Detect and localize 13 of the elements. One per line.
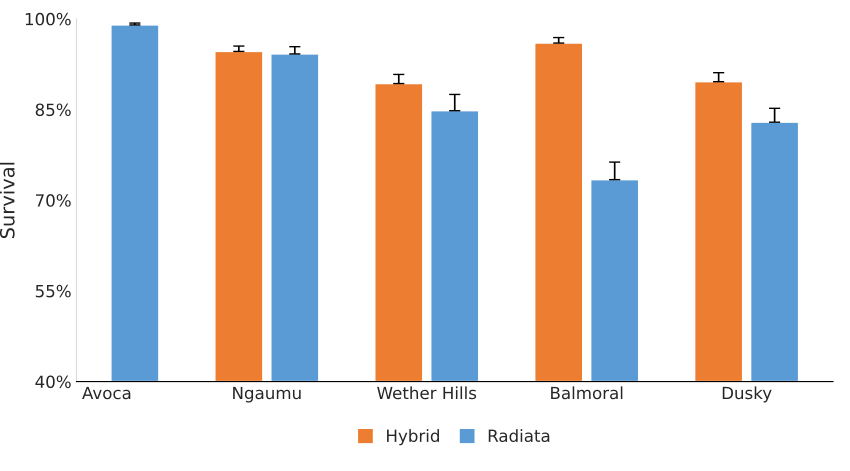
x-tick-label: Balmoral	[551, 386, 622, 400]
legend-label: Radiata	[488, 429, 550, 442]
y-tick-label: 100%	[26, 12, 71, 26]
y-tick-label: 40%	[35, 375, 71, 388]
x-tick-label: Ngaumu	[233, 386, 301, 402]
y-tick-label: 55%	[36, 284, 71, 298]
x-tick-label: Avoca	[82, 386, 130, 400]
x-tick-label: Dusky	[722, 386, 772, 402]
legend-label: Hybrid	[387, 429, 439, 446]
y-axis-title: Survival	[0, 162, 15, 238]
x-tick-label: Wether Hills	[377, 386, 476, 400]
y-tick-label: 85%	[36, 103, 71, 116]
y-tick-label: 70%	[36, 194, 71, 207]
